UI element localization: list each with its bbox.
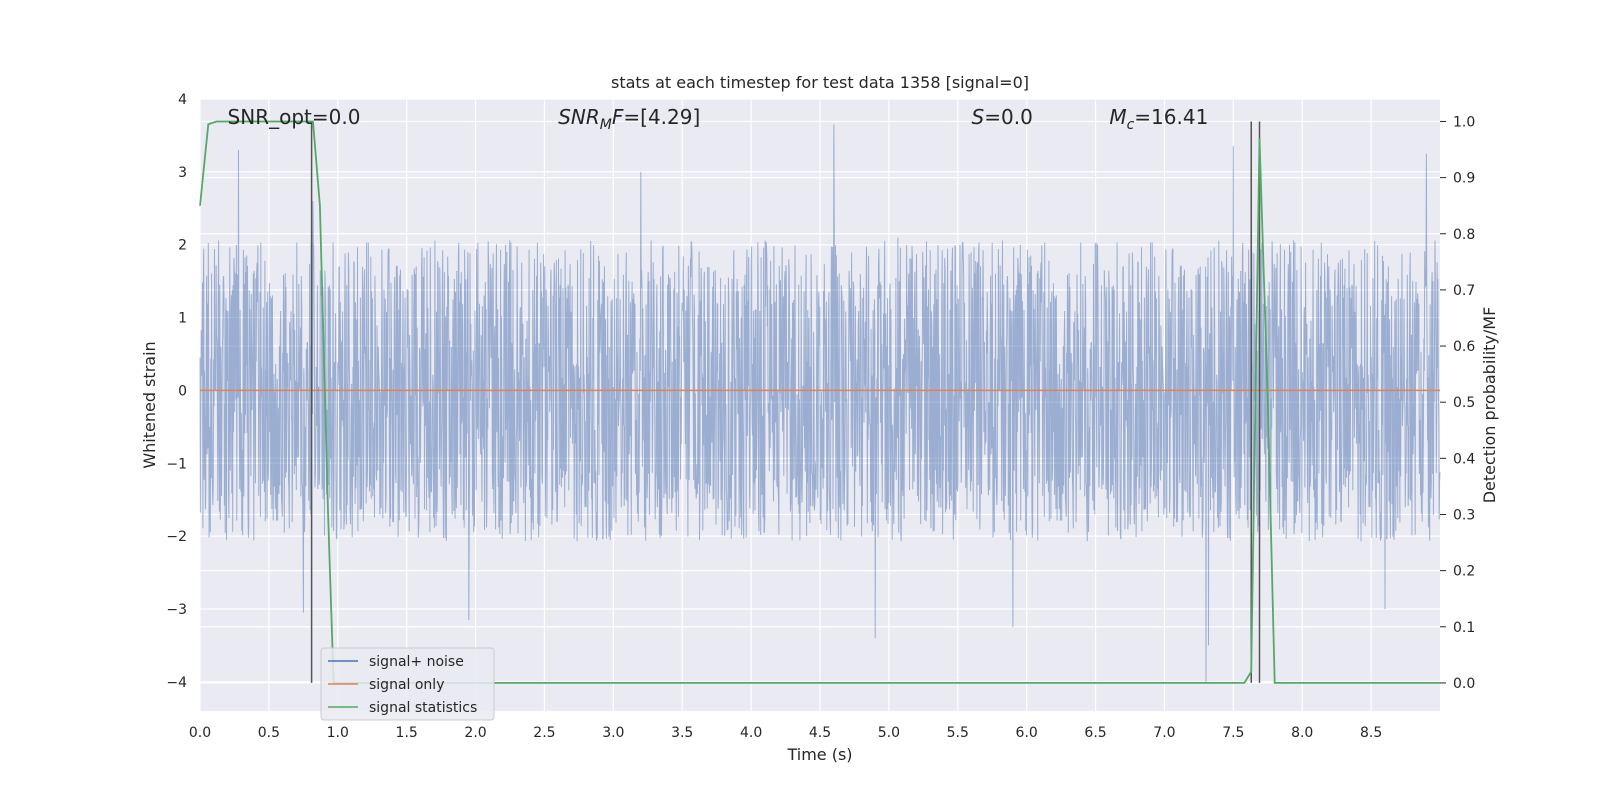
- y-tick-labels: −4 −3 −2 −1 0 1 2 3 4: [166, 92, 187, 691]
- x-tick-label: 1.5: [396, 725, 418, 741]
- x-tick-label: 8.0: [1291, 725, 1313, 741]
- legend: signal+ noise signal only signal statist…: [320, 647, 495, 721]
- legend-label-noise: signal+ noise: [369, 654, 464, 670]
- x-tick-label: 4.5: [809, 725, 831, 741]
- y-tick-label: −2: [166, 529, 187, 545]
- x-tick-label: 2.5: [533, 725, 555, 741]
- annotation-text: SNRMF=[4.29]: [558, 105, 700, 133]
- legend-label-signal-only: signal only: [369, 677, 444, 693]
- x-tick-label: 4.0: [740, 725, 762, 741]
- x-tick-label: 2.0: [464, 725, 486, 741]
- y2-tick-label: 0.8: [1453, 227, 1475, 243]
- y2-tick-labels: 0.0 0.1 0.2 0.3 0.4 0.5 0.6 0.7 0.8 0.9 1.0: [1453, 114, 1475, 691]
- x-axis-label: Time (s): [786, 745, 852, 764]
- y-tick-label: 2: [178, 238, 187, 254]
- y-tick-label: 1: [178, 311, 187, 327]
- x-tick-label: 0.0: [189, 725, 211, 741]
- x-tick-label: 3.5: [671, 725, 693, 741]
- y-tick-label: 4: [178, 92, 187, 108]
- y2-tick-label: 0.7: [1453, 283, 1475, 299]
- vertical-lines-layer: [310, 121, 1261, 683]
- y2-tick-label: 0.5: [1453, 395, 1475, 411]
- x-tick-label: 7.0: [1153, 725, 1175, 741]
- x-tick-label: 1.0: [327, 725, 349, 741]
- y2-tick-label: 0.1: [1453, 620, 1475, 636]
- y-tick-label: 3: [178, 165, 187, 181]
- legend-box: [320, 647, 495, 721]
- series-signal-statistics-line: [199, 120, 1440, 684]
- annotation-text: S=0.0: [972, 105, 1033, 129]
- y-axis-label: Whitened strain: [140, 341, 159, 468]
- x-tick-label: 0.5: [258, 725, 280, 741]
- y2-tick-label: 0.6: [1453, 339, 1475, 355]
- y2-tick-label: 0.2: [1453, 564, 1475, 580]
- x-tick-label: 5.0: [878, 725, 900, 741]
- x-tick-label: 7.5: [1222, 725, 1244, 741]
- y2-axis-label: Detection probability/MF: [1480, 307, 1499, 504]
- y2-tick-label: 0.0: [1453, 676, 1475, 692]
- annotation-text: Mc=16.41: [1109, 105, 1208, 133]
- noise-series-layer: [199, 124, 1441, 682]
- x-tick-label: 6.0: [1016, 725, 1038, 741]
- signal-statistics-layer: [199, 120, 1440, 684]
- y-tick-label: −1: [166, 456, 187, 472]
- annotation-text: SNR_opt=0.0: [228, 105, 361, 129]
- x-tick-label: 8.5: [1360, 725, 1382, 741]
- y-tick-label: −4: [166, 675, 187, 691]
- legend-label-statistics: signal statistics: [369, 700, 477, 716]
- y2-tick-label: 1.0: [1453, 114, 1475, 130]
- y2-tick-label: 0.3: [1453, 507, 1475, 523]
- chart-title: stats at each timestep for test data 135…: [611, 73, 1029, 92]
- annotations: SNR_opt=0.0 SNRMF=[4.29] S=0.0 Mc=16.41: [228, 105, 1209, 133]
- x-tick-label: 5.5: [947, 725, 969, 741]
- y-tick-label: 0: [178, 383, 187, 399]
- series-signal-noise-line: [199, 124, 1441, 682]
- y2-tick-label: 0.9: [1453, 171, 1475, 187]
- x-tick-labels: 0.0 0.5 1.0 1.5 2.0 2.5 3.0 3.5 4.0 4.5 5.0 5.5 6.0 6…: [189, 725, 1382, 741]
- x-tick-label: 3.0: [602, 725, 624, 741]
- y-tick-label: −3: [166, 602, 187, 618]
- x-tick-label: 6.5: [1084, 725, 1106, 741]
- y2-tick-label: 0.4: [1453, 451, 1475, 467]
